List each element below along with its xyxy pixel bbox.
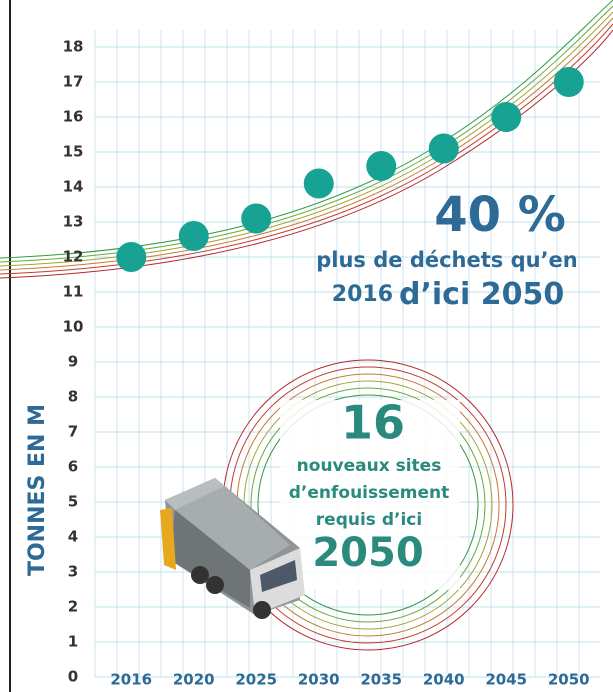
data-point [366, 151, 396, 181]
x-tick-label: 2035 [360, 671, 402, 689]
x-tick-label: 2045 [485, 671, 527, 689]
y-tick-label: 1 [68, 633, 78, 651]
y-tick-label: 9 [68, 353, 78, 371]
y-tick-label: 3 [68, 563, 78, 581]
data-point [304, 169, 334, 199]
sites-number: 16 [341, 396, 405, 450]
year-text: d’ici 2050 [399, 277, 564, 312]
y-tick-label: 17 [63, 73, 84, 91]
data-point [429, 134, 459, 164]
data-point [554, 67, 584, 97]
data-point [241, 204, 271, 234]
headline: 40 % [434, 187, 566, 243]
y-tick-label: 2 [68, 598, 78, 616]
y-tick-label: 14 [63, 178, 84, 196]
y-tick-label: 11 [63, 283, 84, 301]
x-tick-label: 2020 [173, 671, 215, 689]
y-tick-label: 8 [68, 388, 78, 406]
y-axis-title: TONNES EN M [25, 404, 50, 576]
sites-text: nouveaux sites [297, 456, 442, 476]
sites-text: requis d’ici [316, 510, 422, 530]
y-tick-label: 5 [68, 493, 78, 511]
y-tick-label: 15 [63, 143, 84, 161]
data-point [179, 221, 209, 251]
y-tick-label: 0 [68, 668, 78, 686]
page: TONNES EN M 40 % plus de déchets qu’en 2… [0, 0, 613, 692]
chart: TONNES EN M 40 % plus de déchets qu’en 2… [0, 0, 613, 692]
data-point [116, 242, 146, 272]
x-tick-label: 2050 [548, 671, 590, 689]
x-tick-label: 2016 [110, 671, 152, 689]
sites-text: d’enfouissement [289, 483, 450, 503]
y-tick-label: 10 [63, 318, 84, 336]
y-tick-label: 6 [68, 458, 78, 476]
x-tick-label: 2040 [423, 671, 465, 689]
sites-year: 2050 [312, 530, 423, 576]
data-point [491, 102, 521, 132]
year-text: 2016 [332, 282, 393, 307]
x-tick-label: 2030 [298, 671, 340, 689]
y-tick-label: 18 [63, 38, 84, 56]
y-tick-label: 4 [68, 528, 78, 546]
headline-line1: plus de déchets qu’en [316, 248, 578, 272]
y-tick-label: 12 [63, 248, 84, 266]
y-tick-label: 7 [68, 423, 78, 441]
y-tick-label: 13 [63, 213, 84, 231]
x-tick-label: 2025 [235, 671, 277, 689]
y-tick-label: 16 [63, 108, 84, 126]
